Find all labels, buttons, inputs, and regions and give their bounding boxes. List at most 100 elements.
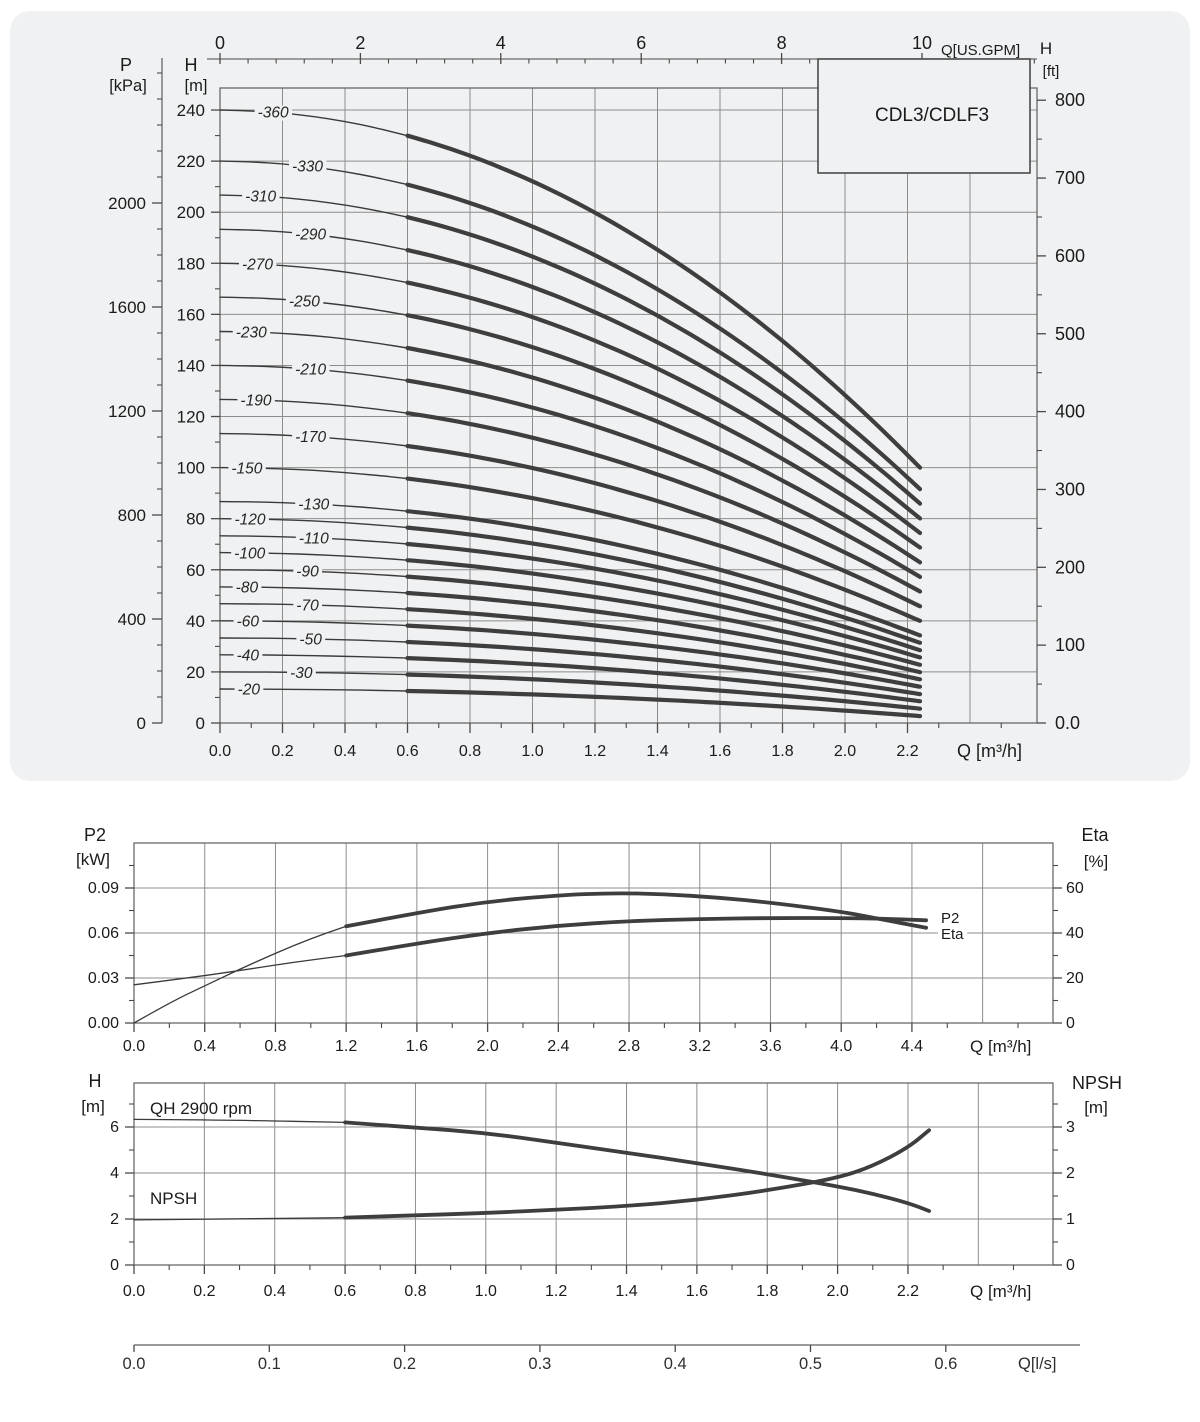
h-axis-title: H bbox=[185, 55, 198, 75]
stage-label-190: -190 bbox=[240, 392, 271, 409]
model-label: CDL3/CDLF3 bbox=[875, 105, 989, 126]
axis-q-m3h-p2: 0.0 0.4 0.8 1.2 1.6 2.0 2.4 2.8 3.2 3.6 4.0 4.4 Q [m… bbox=[123, 1023, 1031, 1056]
h-tick-label: 20 bbox=[186, 663, 205, 682]
stage-label-190-bg bbox=[237, 393, 275, 409]
stage-label-230-bg bbox=[232, 325, 271, 341]
pump-curve-labels: -360 -330 -310 -290 -270 -250 -230 -210 -190 -170… bbox=[228, 105, 333, 699]
qh-curve-dashedpart bbox=[133, 1118, 346, 1124]
pump-curve-60 bbox=[405, 623, 923, 689]
pump-curve-80 bbox=[405, 590, 923, 675]
h-tick-label: 120 bbox=[177, 408, 205, 427]
q-tick-label: 0.2 bbox=[271, 743, 293, 760]
pump-curve-20-dashedpart bbox=[219, 688, 409, 692]
npsh-tick-label: 3 bbox=[1066, 1119, 1075, 1136]
p2-tick-label: 0.09 bbox=[88, 880, 119, 897]
q-tick-label: 4.4 bbox=[901, 1038, 923, 1055]
ft-axis-title: H bbox=[1040, 39, 1052, 58]
ft-tick-label: 200 bbox=[1055, 557, 1085, 577]
pump-curve-90 bbox=[405, 574, 923, 667]
stage-label-230: -230 bbox=[236, 324, 267, 341]
eta-axis-unit: [%] bbox=[1084, 852, 1109, 871]
pump-curve-310 bbox=[405, 215, 923, 506]
q-tick-label: 1.2 bbox=[545, 1283, 567, 1300]
h-tick-label: 80 bbox=[186, 510, 205, 529]
q-tick-label: 1.6 bbox=[686, 1283, 708, 1300]
pump-curve-290 bbox=[405, 248, 923, 521]
gpm-tick-label: 10 bbox=[912, 33, 932, 53]
eta-curve-label-bg bbox=[938, 927, 968, 942]
p-tick-label: 800 bbox=[118, 506, 146, 525]
stage-label-330: -330 bbox=[292, 159, 323, 176]
q-tick-label: 4.0 bbox=[830, 1038, 852, 1055]
npsh-curve-dashedpart bbox=[133, 1216, 346, 1221]
p2-axis-title: P2 bbox=[84, 825, 106, 845]
ls-tick-label: 0.5 bbox=[799, 1355, 822, 1373]
stage-label-90-bg bbox=[293, 564, 323, 580]
gpm-axis-title: Q[US.GPM] bbox=[941, 42, 1020, 59]
stage-label-40: -40 bbox=[237, 647, 260, 664]
pump-curve-130 bbox=[405, 509, 923, 638]
stage-label-40-bg bbox=[233, 648, 263, 664]
pump-curve-110 bbox=[405, 541, 923, 653]
stage-label-100: -100 bbox=[234, 545, 265, 562]
eta-tick-label: 20 bbox=[1066, 970, 1084, 987]
h-tick-label: 220 bbox=[177, 152, 205, 171]
stage-label-80: -80 bbox=[236, 579, 259, 596]
ft-tick-label: 0.0 bbox=[1055, 713, 1080, 733]
q-tick-label: 0.4 bbox=[264, 1283, 286, 1300]
pump-curve-100 bbox=[405, 558, 923, 660]
main-plot-border bbox=[219, 87, 1038, 724]
stage-label-330-bg bbox=[288, 159, 327, 175]
stage-label-290-bg bbox=[292, 227, 330, 243]
q-tick-label: 0.2 bbox=[193, 1283, 215, 1300]
model-box-rect bbox=[817, 58, 1031, 174]
q-tick-label: 1.0 bbox=[521, 743, 543, 760]
stage-label-70-bg bbox=[293, 598, 323, 614]
npsh-axis-unit: [m] bbox=[1084, 1098, 1108, 1117]
h-lower-axis-title: H bbox=[89, 1071, 102, 1091]
ft-tick-label: 300 bbox=[1055, 479, 1085, 499]
stage-label-210: -210 bbox=[295, 361, 326, 378]
h-tick-label: 200 bbox=[177, 203, 205, 222]
ft-tick-label: 700 bbox=[1055, 168, 1085, 188]
stage-label-30: -30 bbox=[290, 665, 313, 682]
p2-curve-label-bg bbox=[938, 911, 963, 926]
p2-axis-unit: [kW] bbox=[76, 850, 110, 869]
q-tick-label: 1.4 bbox=[646, 743, 668, 760]
q-tick-label: 2.2 bbox=[896, 743, 918, 760]
pump-curve-20 bbox=[405, 688, 923, 719]
stage-label-310: -310 bbox=[245, 189, 276, 206]
stage-label-70: -70 bbox=[296, 597, 319, 614]
q-tick-label: 1.8 bbox=[771, 743, 793, 760]
h-tick-label: 160 bbox=[177, 305, 205, 324]
stage-label-310-bg bbox=[242, 189, 280, 205]
pump-curve-230 bbox=[405, 345, 923, 565]
q-tick-label: 0.8 bbox=[404, 1283, 426, 1300]
stage-label-30-bg bbox=[287, 665, 316, 681]
npsh-curve bbox=[343, 1128, 931, 1220]
q-tick-label: 2.4 bbox=[547, 1038, 569, 1055]
h-tick-label: 6 bbox=[110, 1119, 119, 1136]
h-tick-label: 0 bbox=[196, 714, 205, 733]
eta-axis-title: Eta bbox=[1081, 825, 1109, 845]
axis-h-m-lower: 0 2 4 6 H [m] bbox=[81, 1071, 134, 1274]
stage-label-150-bg bbox=[228, 461, 266, 477]
pump-curve-270 bbox=[405, 280, 923, 536]
q-tick-label: 3.6 bbox=[759, 1038, 781, 1055]
stage-label-20: -20 bbox=[238, 682, 261, 699]
gpm-tick-label: 8 bbox=[777, 33, 787, 53]
ft-tick-label: 800 bbox=[1055, 90, 1085, 110]
stage-label-100-bg bbox=[231, 546, 269, 562]
stage-label-360: -360 bbox=[258, 105, 289, 122]
ft-axis-unit: [ft] bbox=[1043, 63, 1060, 80]
stage-label-170-bg bbox=[292, 430, 330, 446]
q-tick-label: 2.2 bbox=[897, 1283, 919, 1300]
p2-tick-label: 0.03 bbox=[88, 970, 119, 987]
q-tick-label: 0.8 bbox=[459, 743, 481, 760]
stage-label-110-bg bbox=[295, 531, 333, 547]
axis-h-ft: 0.0 100 200 300 400 500 600 700 800 H [ft] bbox=[1037, 39, 1085, 733]
ls-axis-title: Q[l/s] bbox=[1018, 1355, 1057, 1373]
